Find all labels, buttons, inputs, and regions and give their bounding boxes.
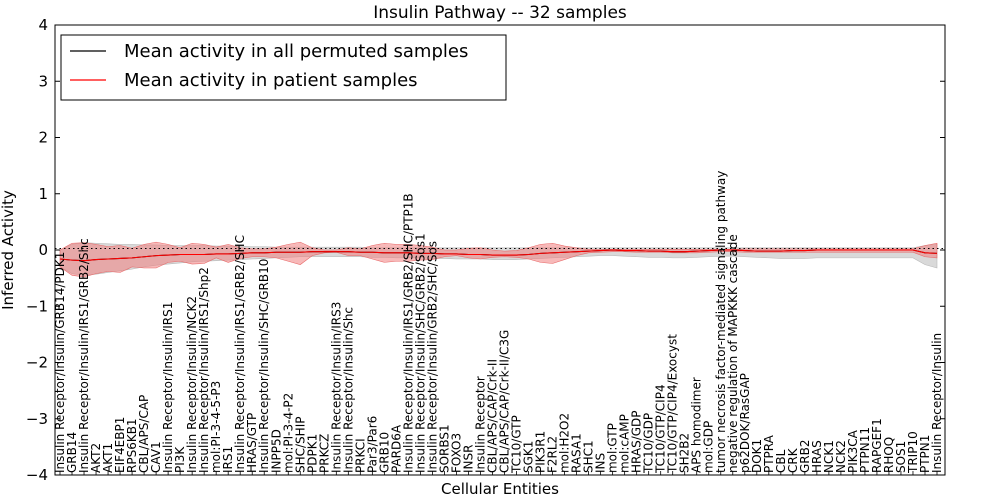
x-category-label: GRB14 <box>65 432 79 473</box>
x-category-label: CRK <box>786 447 800 473</box>
x-category-label: RPS6KB1 <box>125 418 139 473</box>
y-tick-label: −2 <box>26 354 48 372</box>
x-category-label: Insulin Receptor <box>473 376 487 473</box>
x-category-label: HRAS/GDP <box>630 410 644 473</box>
x-category-label: CAV1 <box>149 441 163 473</box>
x-category-label: mol:PI-3-4-P2 <box>281 393 295 473</box>
x-category-label: APS homodimer <box>690 377 704 473</box>
x-category-label: RHOQ <box>882 437 896 473</box>
x-category-label: Insulin Receptor/Insulin/IRS1/GRB2/SHC <box>233 235 247 473</box>
legend-box <box>60 34 507 101</box>
x-category-label: Insulin Receptor/Insulin/IRS3 <box>329 302 343 473</box>
x-category-label: SHC1 <box>582 440 596 473</box>
x-category-label: TC10/GTP/CIP4 <box>654 384 668 474</box>
x-category-label: FOXO3 <box>449 433 463 473</box>
x-category-label: RASA1 <box>570 433 584 473</box>
x-category-label: p62DOK/RasGAP <box>738 373 752 473</box>
x-category-label: PTPN11 <box>858 427 872 473</box>
y-tick-label: −3 <box>26 410 48 428</box>
x-category-label: F2RL2 <box>546 436 560 473</box>
x-category-label: tumor necrosis factor-mediated signaling… <box>714 171 728 473</box>
x-category-label: mol:GTP <box>606 423 620 473</box>
x-category-label: Insulin Receptor/Insulin/IRS1/GRB2/Shc <box>77 238 91 473</box>
y-tick-label: 0 <box>38 241 48 259</box>
x-category-label: Insulin Receptor/Insulin/IRS1/Shp2 <box>197 267 211 473</box>
x-category-label: mol:GDP <box>702 421 716 473</box>
x-category-label: Par3/Par6 <box>365 416 379 473</box>
legend-label-permuted: Mean activity in all permuted samples <box>124 41 468 62</box>
x-category-label: AKT1 <box>101 443 115 473</box>
y-tick-label: 4 <box>38 16 48 34</box>
band-patient-spread <box>59 241 938 278</box>
x-category-label: SH2B2 <box>678 433 692 473</box>
x-category-label: RAPGEF1 <box>870 418 884 473</box>
x-category-label: DOK1 <box>750 439 764 473</box>
x-category-label: Insulin Receptor/Insulin/NCK2 <box>185 296 199 473</box>
x-category-label: mol:H2O2 <box>558 413 572 473</box>
x-category-label: Insulin Receptor/Insulin <box>930 333 944 473</box>
y-tick-label: 3 <box>38 72 48 90</box>
x-category-label: PARD6A <box>389 424 403 473</box>
x-category-label: TC10/GTP <box>510 415 524 474</box>
x-category-label: mol:cAMP <box>618 414 632 473</box>
x-category-label: TRIP10 <box>906 431 920 474</box>
x-category-label: PIK3R1 <box>534 431 548 473</box>
x-category-label: EIF4EBP1 <box>113 417 127 473</box>
x-category-label: SORBS1 <box>437 424 451 473</box>
x-category-label: GRB10 <box>377 432 391 473</box>
x-category-label: CBL/APS/CAP/Crk-II/C3G <box>498 330 512 473</box>
x-category-label: PDPK1 <box>305 434 319 473</box>
x-category-label: CBL <box>774 449 788 473</box>
x-category-label: Insulin Receptor/Insulin/SHC/GRB10 <box>257 259 271 473</box>
x-category-label: NCK1 <box>822 440 836 473</box>
legend: Mean activity in all permuted samples Me… <box>60 34 507 101</box>
y-axis-label: Inferred Activity <box>0 190 17 310</box>
x-category-label: mol:PI-3-4-5-P3 <box>209 381 223 473</box>
x-category-label: Insulin Receptor/Insulin/IRS1/GRB2/SHC/P… <box>401 193 415 473</box>
x-category-label: SOS1 <box>894 441 908 473</box>
x-category-label: PTPN1 <box>918 435 932 473</box>
x-category-label: CBL/APS/CAP/Crk-II <box>485 359 499 473</box>
x-category-label: HRAS/GTP <box>245 413 259 473</box>
x-axis-label: Cellular Entities <box>441 480 559 498</box>
x-category-label: PRKCZ <box>317 434 331 473</box>
x-category-label: PRKCI <box>353 438 367 473</box>
x-category-label: SHC/SHIP <box>293 417 307 473</box>
x-category-label: PI3K <box>173 446 187 473</box>
x-category-label: Insulin Receptor/Insulin/Shc <box>341 307 355 473</box>
x-category-label: INPP5D <box>269 429 283 473</box>
x-category-label: Insulin Receptor/Insulin/GRB2/SHC/Sos <box>425 241 439 473</box>
x-category-label: SGK1 <box>522 441 536 473</box>
x-category-label: TC10/GDP <box>642 413 656 474</box>
y-tick-label: −1 <box>26 297 48 315</box>
x-axis-category-labels: Insulin Receptor/Insulin/GRB14/PDK1GRB14… <box>53 171 944 475</box>
x-category-label: IRS1 <box>221 446 235 473</box>
y-tick-label: 1 <box>38 185 48 203</box>
x-category-label: AKT2 <box>89 443 103 473</box>
x-category-label: HRAS <box>810 440 824 473</box>
x-category-label: TC10/GTP/CIP4/Exocyst <box>666 334 680 474</box>
series-lines <box>59 249 938 262</box>
x-category-label: NCK2 <box>834 440 848 473</box>
x-category-label: negative regulation of MAPKKK cascade <box>726 234 740 473</box>
x-category-label: CBL/APS/CAP <box>137 395 151 473</box>
plot-frame <box>54 24 946 476</box>
legend-label-patient: Mean activity in patient samples <box>124 70 418 91</box>
x-category-label: INSR <box>461 445 475 473</box>
x-category-label: Insulin Receptor/Insulin/SHC/GRB2/Sos1 <box>413 233 427 473</box>
x-category-label: PTPRA <box>762 434 776 473</box>
y-tick-label: 2 <box>38 129 48 147</box>
series-line-patient <box>59 249 938 262</box>
x-category-label: GRB2 <box>798 439 812 473</box>
x-category-label: INS <box>594 453 608 473</box>
x-category-label: PIK3CA <box>846 429 860 473</box>
variance-bands <box>59 241 938 278</box>
chart-title: Insulin Pathway -- 32 samples <box>373 3 627 23</box>
x-category-label: Insulin Receptor/Insulin/IRS1 <box>161 302 175 473</box>
y-tick-label: −4 <box>26 466 48 484</box>
y-axis-ticks: −4 −3 −2 −1 0 1 2 3 4 <box>26 16 945 484</box>
x-category-label: Insulin Receptor/Insulin/GRB14/PDK1 <box>53 252 67 473</box>
